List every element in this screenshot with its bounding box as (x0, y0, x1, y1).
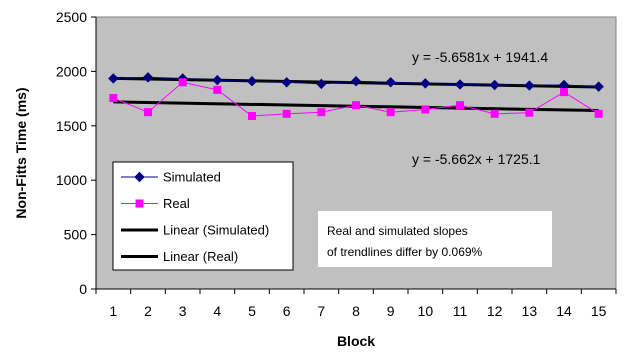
data-point-simulated (246, 75, 258, 87)
x-axis-title: Block (337, 333, 375, 349)
data-point-simulated (524, 80, 535, 91)
data-point-real (178, 78, 187, 87)
data-point-real (317, 108, 326, 117)
data-point-real (109, 94, 118, 103)
slope-note-line-2: of trendlines differ by 0.069% (327, 245, 483, 259)
data-point-real (421, 105, 430, 114)
x-axis-ticks: 1 2 3 4 5 6 7 8 9 10 11 12 13 14 15 (95, 289, 617, 319)
data-point-real (248, 112, 256, 121)
x-tick-label: 3 (179, 303, 187, 319)
legend-marker-simulated (134, 171, 145, 183)
x-tick-label: 11 (453, 303, 468, 319)
slope-note-line-1: Real and simulated slopes (327, 224, 468, 238)
data-point-real (560, 88, 568, 97)
data-point-simulated (420, 78, 431, 89)
y-tick-label: 500 (64, 227, 88, 243)
x-tick-label: 14 (556, 303, 572, 319)
data-point-real (456, 101, 464, 110)
data-point-real (213, 85, 222, 94)
legend-label-real: Real (163, 196, 190, 211)
x-tick-label: 7 (317, 303, 325, 319)
x-tick-label: 10 (418, 303, 434, 319)
legend-box (112, 161, 294, 271)
data-point-simulated (593, 81, 604, 92)
legend-label-linear-real: Linear (Real) (163, 249, 238, 264)
data-point-real (525, 108, 534, 117)
data-point-real (386, 108, 395, 117)
data-point-simulated (212, 74, 223, 86)
legend-items: Simulated Real Linear (Simulated) Linear (R… (121, 170, 269, 264)
data-point-simulated (316, 78, 327, 90)
y-tick-label: 1500 (56, 118, 87, 134)
x-tick-label: 6 (283, 303, 291, 319)
data-series (108, 72, 604, 121)
data-point-real (144, 108, 152, 117)
trendline-equation-real: y = -5.662x + 1725.1 (412, 151, 541, 167)
data-point-real (490, 109, 499, 118)
x-tick-label: 15 (591, 303, 607, 319)
slope-note-box (318, 211, 552, 267)
data-point-simulated (281, 77, 292, 88)
x-tick-label: 9 (387, 303, 395, 319)
data-point-real (282, 109, 291, 118)
y-axis-title: Non-Fitts Time (ms) (13, 87, 29, 218)
data-point-simulated (385, 77, 396, 88)
x-tick-label: 4 (213, 303, 221, 319)
legend-label-linear-simulated: Linear (Simulated) (163, 223, 269, 238)
x-tick-label: 13 (522, 303, 538, 319)
y-tick-label: 2500 (56, 9, 87, 25)
data-point-simulated (454, 79, 466, 90)
x-tick-label: 1 (109, 303, 117, 319)
y-tick-label: 2000 (56, 63, 87, 79)
y-tick-label: 1000 (56, 172, 87, 188)
slope-note: Real and simulated slopes of trendlines … (318, 211, 552, 267)
y-tick-label: 0 (79, 281, 87, 297)
x-tick-label: 2 (144, 303, 152, 319)
legend-marker-real (135, 199, 144, 208)
data-point-simulated (108, 73, 119, 84)
trendline-equation-simulated: y = -5.6581x + 1941.4 (412, 49, 548, 65)
data-point-simulated (142, 72, 154, 83)
legend: Simulated Real Linear (Simulated) Linear (R… (112, 161, 294, 271)
x-tick-label: 5 (248, 303, 256, 319)
x-tick-label: 8 (352, 303, 360, 319)
x-tick-label: 12 (487, 303, 503, 319)
legend-label-simulated: Simulated (163, 170, 221, 185)
data-point-simulated (350, 75, 362, 87)
data-point-real (352, 101, 360, 110)
data-point-real (594, 109, 603, 118)
y-axis-ticks: 0 500 1000 1500 2000 2500 (56, 9, 96, 297)
data-point-simulated (489, 79, 500, 91)
